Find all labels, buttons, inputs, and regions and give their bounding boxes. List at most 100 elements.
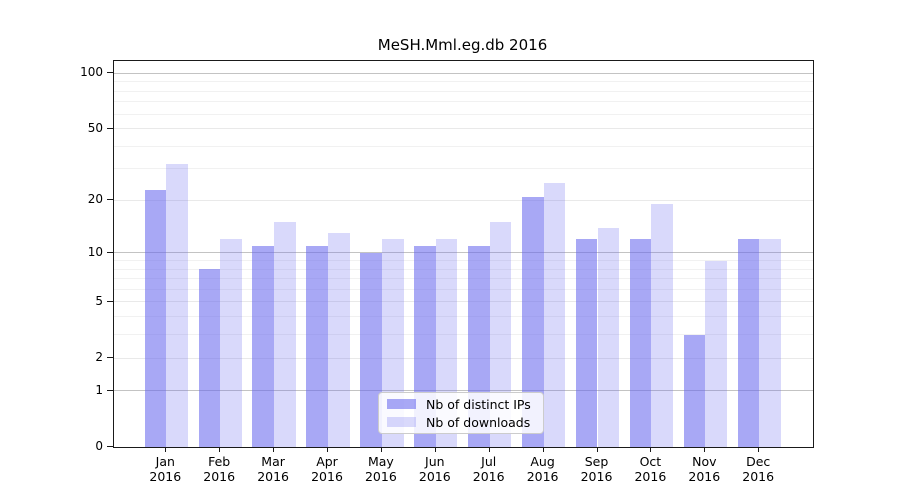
y-tick-label-50: 50: [87, 120, 103, 135]
x-tick-sep-2016: [596, 447, 598, 452]
x-tick-may-2016: [380, 447, 382, 452]
legend-swatch-downloads: [387, 417, 416, 427]
x-tick-label-mar-2016: Mar 2016: [243, 454, 303, 484]
y-tick-0: [107, 446, 113, 447]
x-tick-label-line: Feb: [208, 454, 231, 469]
x-tick-label-line: Sep: [584, 454, 609, 469]
bar-nb-of-downloads-apr-2016: [328, 233, 350, 447]
gridline-y-3: [114, 334, 813, 336]
legend-label-downloads: Nb of downloads: [426, 414, 531, 430]
x-tick-aug-2016: [542, 447, 544, 452]
x-tick-label-line: 2016: [634, 469, 667, 484]
x-tick-label-line: 2016: [364, 469, 397, 484]
x-tick-label-line: Jan: [155, 454, 175, 469]
legend-item-distinct-ips: Nb of distinct IPs: [379, 397, 543, 412]
bar-nb-of-distinct-ips-dec-2016: [737, 239, 760, 447]
y-tick-50: [107, 127, 113, 129]
gridline-y-40: [114, 145, 813, 147]
bar-nb-of-distinct-ips-mar-2016: [252, 245, 275, 447]
y-tick-2: [107, 357, 113, 358]
gridline-y-100: [114, 72, 813, 74]
x-tick-label-feb-2016: Feb 2016: [189, 454, 249, 484]
gridline-y-7: [114, 278, 813, 280]
x-tick-label-may-2016: May 2016: [351, 454, 411, 484]
x-tick-label-line: 2016: [418, 469, 451, 484]
y-tick-label-2: 2: [95, 350, 103, 364]
x-tick-label-line: 2016: [742, 469, 775, 484]
x-tick-label-nov-2016: Nov 2016: [674, 454, 734, 484]
x-tick-label-line: Aug: [530, 454, 555, 469]
bar-nb-of-downloads-jan-2016: [166, 163, 188, 447]
bar-nb-of-distinct-ips-oct-2016: [629, 239, 652, 447]
bar-nb-of-downloads-dec-2016: [759, 239, 781, 447]
x-tick-label-sep-2016: Sep 2016: [567, 454, 627, 484]
gridline-y-4: [114, 316, 813, 318]
x-tick-label-dec-2016: Dec 2016: [728, 454, 788, 484]
x-tick-jun-2016: [434, 447, 436, 452]
y-tick-label-100: 100: [80, 65, 103, 80]
gridline-y-60: [114, 113, 813, 115]
x-tick-label-line: 2016: [580, 469, 613, 484]
bar-nb-of-downloads-oct-2016: [651, 204, 674, 447]
bar-nb-of-distinct-ips-apr-2016: [306, 245, 328, 447]
bar-nb-of-distinct-ips-sep-2016: [575, 239, 598, 447]
gridline-y-20: [114, 199, 813, 201]
gridline-y-90: [114, 81, 813, 83]
y-tick-label-0: 0: [95, 439, 103, 453]
x-tick-label-line: Jun: [425, 454, 445, 469]
x-tick-nov-2016: [704, 447, 706, 452]
x-tick-label-line: May: [367, 454, 394, 469]
x-tick-label-aug-2016: Aug 2016: [513, 454, 573, 484]
gridline-y-8: [114, 268, 813, 270]
x-tick-dec-2016: [758, 447, 760, 452]
gridline-y-30: [114, 168, 813, 170]
x-tick-label-jan-2016: Jan 2016: [135, 454, 195, 484]
y-tick-10: [107, 251, 113, 253]
bar-nb-of-downloads-jul-2016: [489, 222, 512, 447]
y-tick-label-5: 5: [95, 293, 103, 308]
plot-area: Nb of distinct IPs Nb of downloads: [113, 60, 814, 448]
x-tick-jul-2016: [488, 447, 490, 452]
chart-title: MeSH.Mml.eg.db 2016: [377, 36, 548, 54]
gridline-y-1: [114, 390, 813, 392]
x-tick-label-line: 2016: [149, 469, 182, 484]
x-tick-apr-2016: [327, 447, 328, 452]
x-tick-label-line: Oct: [639, 454, 662, 469]
x-tick-feb-2016: [219, 447, 221, 452]
gridline-y-10: [114, 252, 813, 254]
bar-nb-of-downloads-mar-2016: [274, 222, 296, 447]
y-tick-1: [107, 389, 113, 391]
x-tick-label-jul-2016: Jul 2016: [459, 454, 519, 484]
x-tick-label-line: 2016: [526, 469, 559, 484]
x-tick-label-line: Jul: [481, 454, 497, 469]
legend-item-downloads: Nb of downloads: [379, 415, 543, 430]
x-tick-label-jun-2016: Jun 2016: [405, 454, 465, 484]
x-tick-label-line: Apr: [316, 454, 338, 469]
x-tick-label-line: Nov: [692, 454, 717, 469]
x-tick-jan-2016: [165, 447, 167, 452]
gridline-y-50: [114, 128, 813, 130]
bar-nb-of-distinct-ips-nov-2016: [683, 334, 706, 447]
x-tick-label-line: 2016: [688, 469, 721, 484]
gridline-y-70: [114, 101, 813, 103]
bar-nb-of-distinct-ips-aug-2016: [521, 196, 544, 447]
x-tick-label-line: 2016: [257, 469, 289, 484]
legend-swatch-distinct-ips: [387, 399, 416, 409]
gridline-y-2: [114, 357, 813, 359]
bar-nb-of-downloads-nov-2016: [705, 260, 727, 447]
x-tick-oct-2016: [650, 447, 652, 452]
legend: Nb of distinct IPs Nb of downloads: [378, 392, 544, 434]
y-tick-20: [107, 199, 113, 201]
bar-nb-of-downloads-sep-2016: [597, 227, 620, 447]
x-tick-label-line: Mar: [261, 454, 285, 469]
bar-nb-of-downloads-aug-2016: [543, 183, 566, 447]
x-tick-label-apr-2016: Apr 2016: [297, 454, 357, 484]
bar-nb-of-distinct-ips-may-2016: [360, 252, 382, 447]
bar-nb-of-downloads-feb-2016: [220, 239, 242, 447]
x-tick-mar-2016: [273, 447, 275, 452]
legend-label-distinct-ips: Nb of distinct IPs: [426, 396, 531, 412]
x-tick-label-line: 2016: [203, 469, 236, 484]
x-tick-label-line: Dec: [746, 454, 771, 469]
y-tick-label-10: 10: [87, 244, 103, 259]
y-tick-5: [107, 300, 113, 302]
